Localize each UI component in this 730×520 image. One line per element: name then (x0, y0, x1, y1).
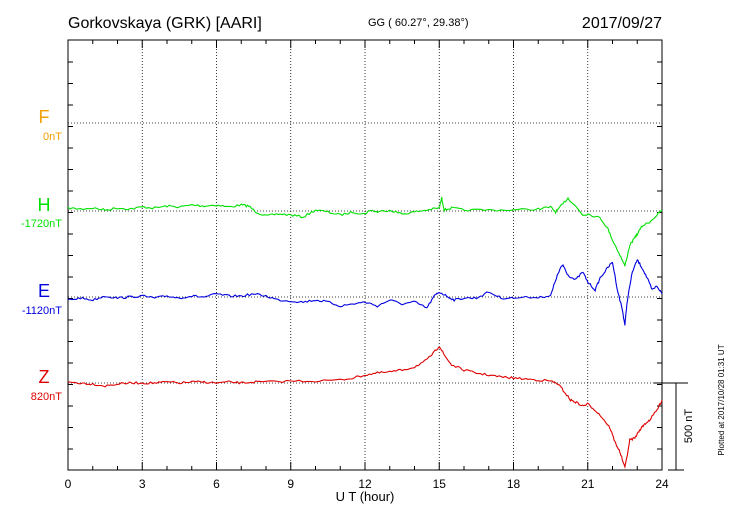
x-tick-label: 6 (213, 477, 220, 491)
scale-bar: 500 nT (654, 382, 695, 471)
series-letter-Z: Z (39, 367, 50, 387)
traces (67, 196, 663, 470)
station-title: Gorkovskaya (GRK) [AARI] (68, 15, 262, 32)
geo-coordinates: GG ( 60.27°, 29.38°) (368, 17, 469, 29)
series-offset-E: -1120nT (22, 305, 62, 317)
x-tick-label: 15 (433, 477, 447, 491)
series-offset-H: -1720nT (21, 218, 62, 230)
series-letter-H: H (38, 195, 51, 215)
x-tick-label: 21 (581, 477, 595, 491)
trace-Z (67, 346, 663, 470)
trace-H (67, 196, 663, 267)
axis-ticks (67, 40, 663, 470)
series-labels: F 0nT H -1720nT E -1120nT Z 820nT (21, 107, 62, 403)
series-letter-F: F (39, 107, 50, 127)
plot-date: 2017/09/27 (582, 15, 662, 32)
x-tick-label: 9 (287, 477, 294, 491)
x-tick-label: 0 (65, 477, 72, 491)
series-offset-Z: 820nT (31, 391, 62, 403)
plot-frame (67, 39, 663, 471)
x-tick-labels: 0 3 6 9 12 15 18 21 24 (65, 477, 669, 491)
scale-bar-label: 500 nT (683, 409, 695, 444)
plotted-timestamp: Plotted at 2017/10/28 01:31 UT (717, 344, 726, 455)
series-letter-E: E (38, 281, 50, 301)
grid (68, 40, 662, 470)
x-axis-label: U T (hour) (336, 489, 395, 504)
x-tick-label: 12 (358, 477, 372, 491)
trace-E (67, 259, 663, 326)
series-offset-F: 0nT (43, 131, 62, 143)
x-tick-label: 3 (139, 477, 146, 491)
x-tick-label: 24 (655, 477, 669, 491)
x-tick-label: 18 (507, 477, 521, 491)
